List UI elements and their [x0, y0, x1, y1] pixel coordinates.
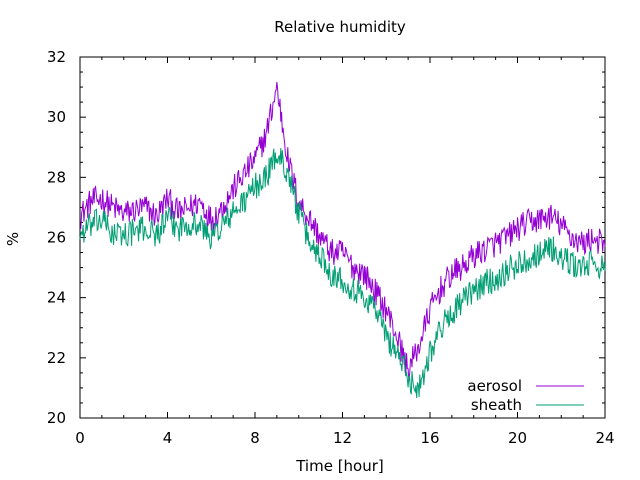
x-axis-label: Time [hour] [295, 457, 384, 475]
x-tick-label: 4 [163, 429, 173, 447]
y-tick-label: 28 [47, 168, 66, 186]
y-tick-label: 30 [47, 108, 66, 126]
x-tick-label: 8 [250, 429, 260, 447]
y-tick-label: 26 [47, 229, 66, 247]
chart-title: Relative humidity [274, 18, 406, 36]
legend-label-aerosol: aerosol [467, 377, 522, 395]
x-tick-label: 20 [508, 429, 527, 447]
series-line-aerosol [79, 81, 606, 382]
y-axis-label: % [4, 232, 22, 246]
y-tick-label: 20 [47, 409, 66, 427]
series-layer [79, 81, 606, 399]
y-tick-label: 32 [47, 48, 66, 66]
x-tick-label: 24 [595, 429, 614, 447]
legend-label-sheath: sheath [471, 396, 522, 414]
y-tick-label: 24 [47, 289, 66, 307]
x-tick-label: 16 [420, 429, 439, 447]
y-tick-label: 22 [47, 349, 66, 367]
series-line-sheath [79, 148, 606, 399]
x-tick-label: 0 [75, 429, 85, 447]
x-tick-label: 12 [333, 429, 352, 447]
